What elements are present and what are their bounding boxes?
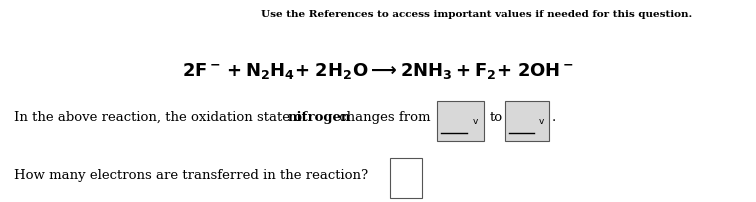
Text: v: v — [472, 117, 478, 126]
Text: .: . — [552, 111, 556, 124]
Text: to: to — [490, 111, 503, 124]
FancyBboxPatch shape — [437, 101, 484, 141]
Text: $\mathbf{2F^- + N_2H_4{+}\ 2H_2O{\longrightarrow}2NH_3 + F_2{+}\ 2OH^-}$: $\mathbf{2F^- + N_2H_4{+}\ 2H_2O{\longri… — [182, 61, 574, 81]
Text: In the above reaction, the oxidation state of: In the above reaction, the oxidation sta… — [14, 111, 311, 124]
FancyBboxPatch shape — [505, 101, 549, 141]
Text: v: v — [538, 117, 544, 126]
Text: nitrogen: nitrogen — [287, 111, 351, 124]
Text: changes from: changes from — [335, 111, 430, 124]
Text: How many electrons are transferred in the reaction?: How many electrons are transferred in th… — [14, 169, 367, 182]
FancyBboxPatch shape — [390, 158, 422, 198]
Text: Use the References to access important values if needed for this question.: Use the References to access important v… — [261, 10, 692, 19]
